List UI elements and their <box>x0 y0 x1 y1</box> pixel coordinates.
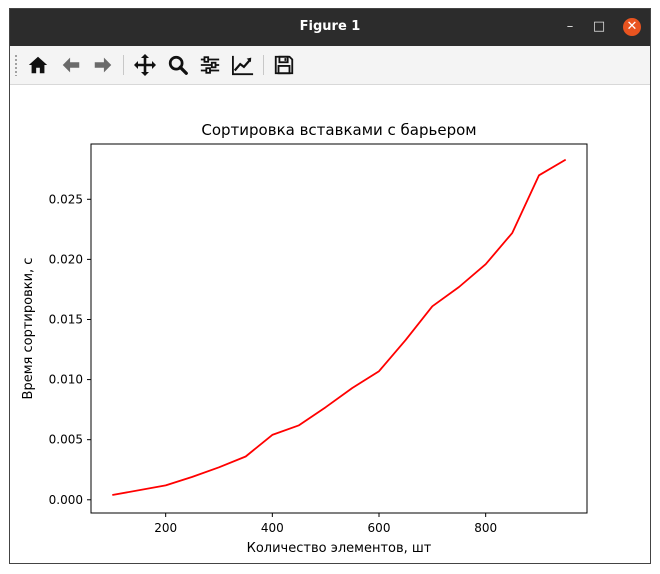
toolbar-grip-icon[interactable] <box>14 54 18 76</box>
forward-button[interactable] <box>89 51 117 79</box>
edit-axis-button[interactable] <box>229 51 257 79</box>
y-tick-label: 0.015 <box>49 312 83 326</box>
figure-window: Figure 1 – □ ✕ <box>9 8 651 564</box>
save-button[interactable] <box>270 51 298 79</box>
series-group <box>112 158 567 496</box>
x-tick-label: 600 <box>368 521 391 535</box>
maximize-button[interactable]: □ <box>592 19 606 34</box>
line-chart-icon <box>232 55 254 76</box>
arrow-left-icon <box>62 57 80 73</box>
x-tick-label: 800 <box>474 521 497 535</box>
axis-ticks: 200 400 600 800 0.000 0.005 0.010 0.015 0.020 0.0… <box>49 192 497 535</box>
title-bar[interactable]: Figure 1 – □ ✕ <box>10 9 650 46</box>
toolbar-separator <box>263 55 264 75</box>
back-button[interactable] <box>57 51 85 79</box>
home-button[interactable] <box>24 51 52 79</box>
minimize-button[interactable]: – <box>566 19 574 34</box>
zoom-button[interactable] <box>164 51 192 79</box>
home-icon <box>28 56 48 74</box>
y-tick-label: 0.025 <box>49 192 83 206</box>
move-icon <box>134 54 156 76</box>
arrow-right-icon <box>94 57 112 73</box>
y-tick-label: 0.020 <box>49 252 83 266</box>
sliders-icon <box>200 56 220 74</box>
axes-frame <box>90 143 588 514</box>
x-axis-label: Количество элементов, шт <box>247 541 432 556</box>
y-axis-label: Время сортировки, с <box>21 258 36 400</box>
toolbar-separator <box>123 55 124 75</box>
magnifier-icon <box>168 55 188 75</box>
close-button[interactable]: ✕ <box>623 18 641 36</box>
window-title: Figure 1 <box>299 19 361 34</box>
figure-canvas[interactable]: Сортировка вставками с барьером Количест… <box>10 85 650 563</box>
x-tick-label: 400 <box>261 521 284 535</box>
series-line <box>112 158 567 496</box>
y-tick-label: 0.010 <box>49 373 83 387</box>
y-tick-label: 0.000 <box>49 493 83 507</box>
floppy-disk-icon <box>274 55 294 75</box>
chart-title: Сортировка вставками с барьером <box>201 121 476 139</box>
configure-subplots-button[interactable] <box>196 51 224 79</box>
x-tick-label: 200 <box>154 521 177 535</box>
navigation-toolbar <box>10 46 650 85</box>
pan-button[interactable] <box>131 51 159 79</box>
y-tick-label: 0.005 <box>49 433 83 447</box>
chart: Сортировка вставками с барьером Количест… <box>21 121 588 556</box>
